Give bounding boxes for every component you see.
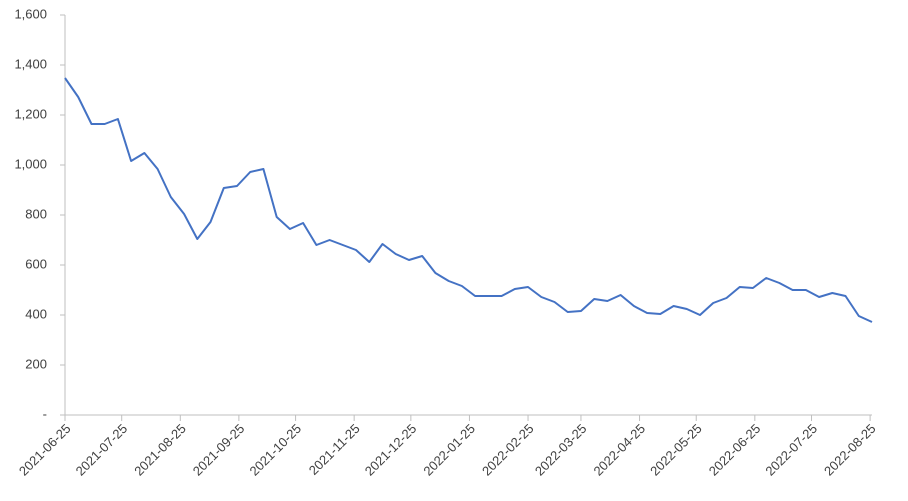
- x-tick-label: 2021-10-25: [246, 421, 304, 479]
- y-tick-label: 1,400: [14, 56, 47, 71]
- x-tick-label: 2022-06-25: [706, 421, 764, 479]
- x-tick-label: 2022-07-25: [762, 421, 820, 479]
- y-tick-label: 800: [25, 206, 47, 221]
- x-tick-label: 2022-02-25: [479, 421, 537, 479]
- x-tick-label: 2021-07-25: [73, 421, 131, 479]
- x-tick-label: 2021-12-25: [362, 421, 420, 479]
- x-tick-label: 2021-11-25: [306, 421, 363, 478]
- y-tick-label: 1,000: [14, 156, 47, 171]
- y-tick-label: -: [43, 406, 47, 421]
- y-tick-label: 1,200: [14, 106, 47, 121]
- y-tick-label: 600: [25, 256, 47, 271]
- x-tick-label: 2021-06-25: [16, 421, 74, 479]
- x-tick-label: 2022-05-25: [647, 421, 705, 479]
- x-tick-label: 2022-01-25: [420, 421, 478, 479]
- y-tick-label: 200: [25, 356, 47, 371]
- y-tick-label: 1,600: [14, 6, 47, 21]
- line-series: [64, 77, 873, 323]
- x-tick-label: 2021-09-25: [190, 421, 248, 479]
- y-tick-label: 400: [25, 306, 47, 321]
- x-tick-label: 2021-08-25: [131, 421, 189, 479]
- x-tick-label: 2022-08-25: [821, 421, 879, 479]
- x-tick-label: 2022-03-25: [532, 421, 590, 479]
- x-tick-label: 2022-04-25: [590, 421, 648, 479]
